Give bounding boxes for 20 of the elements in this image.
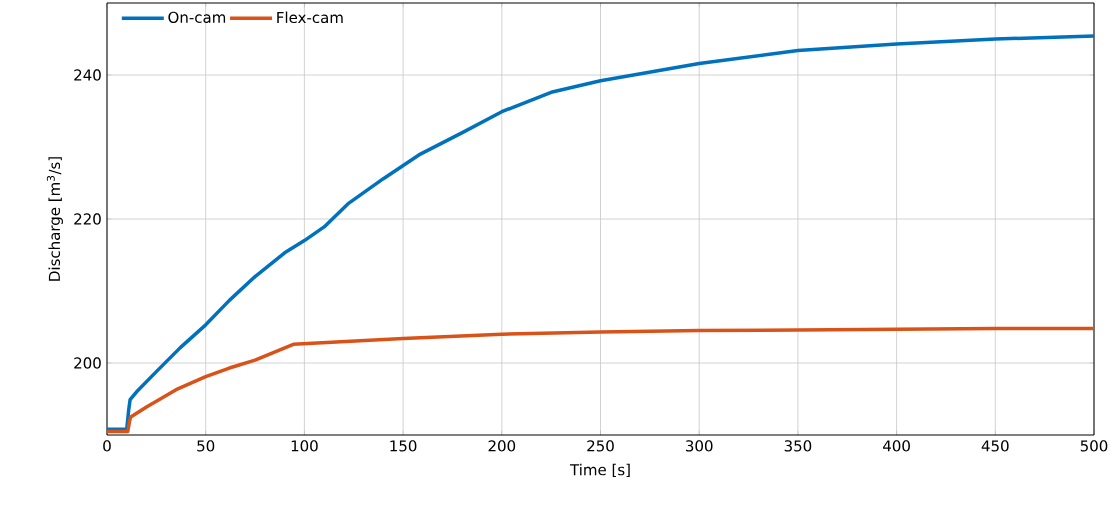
y-tick-label: 200	[74, 357, 101, 369]
y-tick-label: 240	[74, 69, 101, 81]
legend-label: Flex-cam	[277, 11, 343, 24]
y-axis-title: Discharge [m$^{3}$/s]	[46, 157, 63, 281]
x-tick-label: 50	[197, 440, 215, 452]
line-series	[107, 34, 1095, 431]
x-tick-label: 200	[488, 440, 516, 452]
x-tick-label: 150	[390, 440, 417, 452]
legend-label: On-cam	[168, 11, 226, 23]
x-tick-label: 300	[686, 440, 713, 452]
x-tick-label: 350	[784, 440, 812, 452]
x-tick-label: 400	[883, 440, 910, 452]
x-tick-label: 450	[981, 440, 1009, 452]
x-tick-label: 250	[587, 440, 614, 452]
x-tick-label: 500	[1080, 440, 1108, 452]
x-tick-label: 100	[291, 440, 318, 452]
x-axis-title: Time [s]	[569, 463, 630, 478]
x-tick-label: 0	[103, 440, 111, 452]
line-series	[107, 326, 1095, 434]
y-tick-label: 220	[74, 213, 101, 225]
